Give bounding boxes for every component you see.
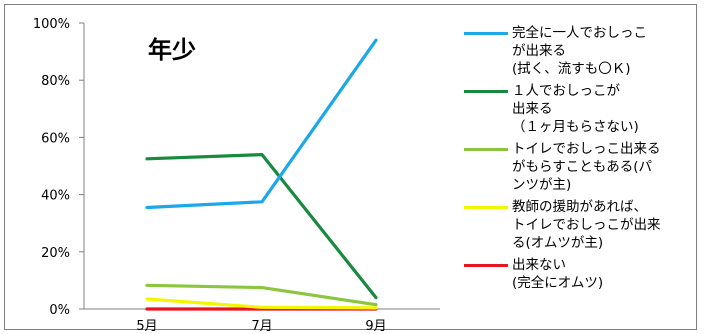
series-line-4 bbox=[145, 297, 378, 310]
legend-swatch bbox=[464, 32, 508, 35]
legend-swatch bbox=[464, 90, 508, 93]
x-axis-ticks: 5月 7月 9月 bbox=[136, 319, 386, 334]
legend-item: 教師の援助があれば、 トイレでおしっこが出来 る(オムツが主) bbox=[462, 198, 698, 252]
chart-title: 年少 bbox=[148, 36, 196, 64]
y-tick-label: 20% bbox=[41, 246, 70, 261]
y-axis-ticks: 0% 20% 40% 60% 80% 100% bbox=[33, 17, 84, 318]
x-tick-label: 5月 bbox=[136, 319, 157, 334]
series-line-3 bbox=[145, 283, 378, 307]
legend-swatch bbox=[464, 206, 508, 209]
x-tick-label: 9月 bbox=[365, 319, 386, 334]
y-tick-label: 0% bbox=[49, 303, 70, 318]
legend-item: 出来ない (完全にオムツ) bbox=[462, 256, 698, 292]
y-tick-label: 40% bbox=[41, 189, 70, 204]
y-tick-label: 100% bbox=[33, 17, 70, 32]
series-line-1 bbox=[145, 38, 378, 210]
legend-label: 教師の援助があれば、 トイレでおしっこが出来 る(オムツが主) bbox=[512, 199, 661, 251]
legend-label: トイレでおしっこ出来る がもらすこともある(パ ンツが主) bbox=[512, 141, 661, 193]
legend-item: １人でおしっこが 出来る （１ヶ月もらさない) bbox=[462, 82, 698, 136]
x-tick-label: 7月 bbox=[251, 319, 272, 334]
legend-label: １人でおしっこが 出来る （１ヶ月もらさない) bbox=[512, 83, 639, 135]
legend-label: 出来ない (完全にオムツ) bbox=[512, 257, 604, 291]
legend-item: トイレでおしっこ出来る がもらすこともある(パ ンツが主) bbox=[462, 140, 698, 194]
series-line-2 bbox=[145, 153, 378, 300]
chart-frame bbox=[4, 4, 697, 330]
y-tick-label: 60% bbox=[41, 131, 70, 146]
legend-label: 完全に一人でおしっこ が出来る (拭く、流すも〇Ｋ) bbox=[512, 25, 647, 77]
legend: 完全に一人でおしっこ が出来る (拭く、流すも〇Ｋ) １人でおしっこが 出来る （… bbox=[462, 24, 698, 296]
y-tick-label: 80% bbox=[41, 74, 70, 89]
series-lines bbox=[145, 38, 378, 311]
chart-axes bbox=[83, 23, 440, 310]
legend-swatch bbox=[464, 148, 508, 151]
legend-item: 完全に一人でおしっこ が出来る (拭く、流すも〇Ｋ) bbox=[462, 24, 698, 78]
legend-swatch bbox=[464, 264, 508, 267]
